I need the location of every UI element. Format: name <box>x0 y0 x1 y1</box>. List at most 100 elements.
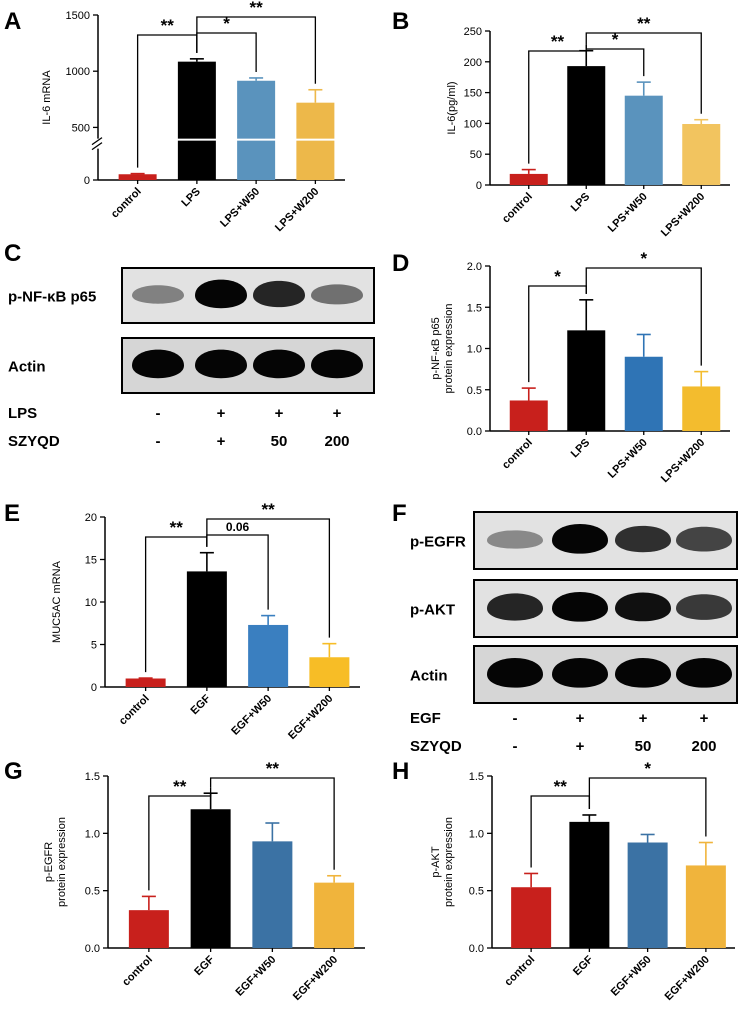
protein-band <box>132 285 184 304</box>
significance-bracket <box>148 787 212 891</box>
significance-label: ** <box>250 0 264 17</box>
x-tick-label: control <box>117 693 152 728</box>
bar <box>296 140 335 180</box>
x-tick-label: control <box>500 191 535 226</box>
protein-band <box>487 530 543 549</box>
treatment-value: + <box>275 405 284 422</box>
y-tick-label: 500 <box>72 122 90 134</box>
y-axis-label: IL-6(pg/ml) <box>446 81 458 134</box>
protein-band <box>195 279 247 309</box>
x-tick-label: EGF+W200 <box>291 954 340 1003</box>
axis-break-mark <box>91 137 103 146</box>
protein-band <box>253 280 305 308</box>
x-tick-label: LPS+W50 <box>606 437 650 481</box>
treatment-value: + <box>576 710 585 727</box>
bar <box>177 140 216 180</box>
bar <box>624 95 663 185</box>
band-label: Actin <box>410 668 448 685</box>
significance-bracket <box>206 518 331 638</box>
panel-label-e: E <box>4 500 21 527</box>
y-tick-label: 50 <box>470 149 482 161</box>
treatment-value: + <box>217 405 226 422</box>
protein-band <box>615 658 671 688</box>
protein-band <box>253 349 305 379</box>
significance-label: * <box>554 267 561 286</box>
significance-bracket <box>585 267 702 366</box>
y-axis-label: IL-6 mRNA <box>41 70 53 125</box>
y-tick-label: 1000 <box>66 66 90 78</box>
western-blot-f: p-EGFR p-AKT Actin EGF - + + + SZYQD - +50 200 <box>410 511 738 755</box>
x-tick-label: control <box>120 954 155 989</box>
panel-label-h: H <box>392 758 410 785</box>
x-tick-label: LPS <box>569 191 593 215</box>
y-axis-label-line: MUC5AC mRNA <box>51 560 63 643</box>
band-label: p-EGFR <box>410 534 466 551</box>
band-label: p-AKT <box>410 602 455 619</box>
y-tick-label: 250 <box>464 26 482 38</box>
treatment-value: 200 <box>691 738 716 755</box>
protein-band <box>552 592 608 622</box>
bar <box>682 124 721 185</box>
y-axis-label-line: protein expression <box>443 817 455 907</box>
significance-label: ** <box>551 32 565 51</box>
y-axis-label-line: p-EGFR <box>43 842 55 882</box>
bar <box>569 821 610 948</box>
treatment-value: - <box>513 738 518 755</box>
significance-label: * <box>644 759 651 778</box>
y-tick-label: 0 <box>91 682 97 694</box>
x-tick-label: EGF+W50 <box>229 693 274 738</box>
bar <box>509 400 548 431</box>
significance-bracket <box>585 44 645 77</box>
bar <box>309 657 350 687</box>
y-tick-label: 1.0 <box>469 828 484 840</box>
protein-band <box>552 524 608 554</box>
y-tick-label: 15 <box>85 555 97 567</box>
significance-label: ** <box>637 14 651 33</box>
x-tick-label: EGF <box>189 692 214 717</box>
significance-label: ** <box>266 759 280 778</box>
y-tick-label: 1.5 <box>85 771 100 783</box>
bar <box>125 678 166 687</box>
treatment-value: + <box>217 433 226 450</box>
y-tick-label: 10 <box>85 597 97 609</box>
protein-band <box>487 658 543 688</box>
bar <box>177 61 216 139</box>
y-tick-label: 0.5 <box>467 385 482 397</box>
panel-label-b: B <box>392 8 410 35</box>
x-tick-label: EGF <box>192 953 217 978</box>
protein-band <box>676 594 732 620</box>
y-axis-label-line: IL-6 mRNA <box>41 70 53 125</box>
bar <box>248 624 289 687</box>
panel-label-c: C <box>4 240 22 267</box>
y-axis-label: p-NF-κB p65protein expression <box>430 304 455 394</box>
significance-label: ** <box>170 518 184 537</box>
treatment-value: 200 <box>324 433 349 450</box>
x-tick-label: EGF+W200 <box>286 693 335 742</box>
y-axis-label: MUC5AC mRNA <box>51 560 63 643</box>
treatment-label: SZYQD <box>410 738 462 755</box>
protein-band <box>311 349 363 379</box>
y-tick-label: 20 <box>85 512 97 524</box>
significance-label: * <box>612 30 619 49</box>
treatment-value: + <box>639 710 648 727</box>
bar <box>624 356 663 431</box>
chart-h: 0.0 0.5 1.0 1.5 p-AKTprotein expression contr… <box>430 759 735 1003</box>
x-tick-label: LPS+W50 <box>606 191 650 235</box>
y-tick-label: 0.0 <box>467 426 482 438</box>
treatment-value: + <box>576 738 585 755</box>
y-axis-label: p-EGFRprotein expression <box>43 817 68 907</box>
x-tick-label: LPS+W200 <box>273 186 321 234</box>
bar <box>511 887 552 948</box>
bar <box>682 386 721 431</box>
protein-band <box>615 592 671 622</box>
panel-label-a: A <box>4 8 22 35</box>
y-tick-label: 0.0 <box>85 943 100 955</box>
treatment-label: LPS <box>8 405 37 422</box>
western-blot-c: p-NF-κB p65 Actin LPS - + + + SZYQD - +50 200 <box>8 267 375 450</box>
protein-band <box>676 526 732 552</box>
protein-band <box>676 658 732 688</box>
bar <box>252 841 293 948</box>
y-tick-label: 5 <box>91 640 97 652</box>
y-tick-label: 0.5 <box>85 886 100 898</box>
